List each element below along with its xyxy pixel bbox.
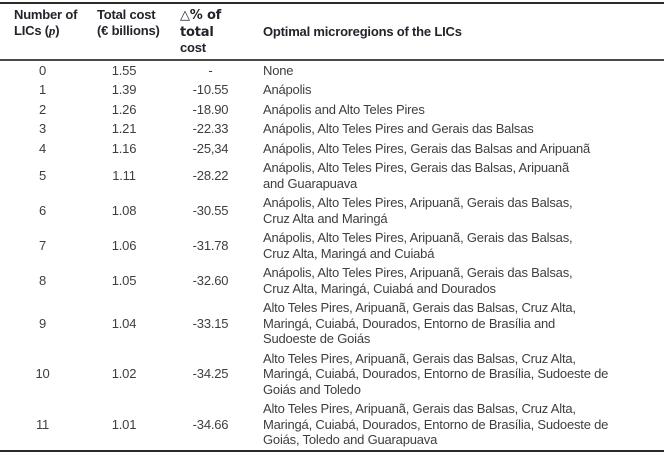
- header-total-cost-line2: (€ billions): [97, 22, 160, 38]
- header-number-of-lics-line2-pre: LICs (: [14, 22, 49, 38]
- cell-delta-pct: -28.22: [192, 167, 229, 183]
- cell-regions: Anápolis, Alto Teles Pires, Aripuanã, Ge…: [263, 230, 573, 261]
- cell-delta-pct: -34.25: [192, 366, 229, 381]
- cell-num-lics: 6: [38, 202, 47, 218]
- cell-total-cost: 1.01: [111, 416, 137, 432]
- header-number-of-lics: Number of LICs (p): [0, 3, 85, 60]
- cell-total-cost: 1.16: [111, 140, 137, 156]
- cell-total-cost: 1.02: [111, 366, 137, 381]
- cell-total-cost: 1.08: [111, 202, 137, 218]
- cell-num-lics: 1: [38, 82, 47, 97]
- table-row: 10 1.02 -34.25 Alto Teles Pires, Aripuan…: [0, 349, 664, 400]
- cell-num-lics: 5: [38, 167, 47, 183]
- cell-regions: Anápolis, Alto Teles Pires, Aripuanã, Ge…: [263, 265, 573, 296]
- cell-regions: Anápolis, Alto Teles Pires, Aripuanã, Ge…: [263, 195, 573, 226]
- header-delta-pct-line1: △% of total: [180, 8, 222, 40]
- cell-delta-pct: -: [208, 62, 213, 78]
- header-total-cost: Total cost (€ billions): [85, 3, 163, 60]
- cell-total-cost: 1.21: [111, 121, 137, 136]
- table-row: 4 1.16 -25,34 Anápolis, Alto Teles Pires…: [0, 139, 664, 159]
- cell-total-cost: 1.39: [111, 82, 137, 97]
- header-delta-pct-line2: cost: [180, 40, 206, 55]
- cell-total-cost: 1.04: [111, 315, 137, 331]
- cell-delta-pct: -25,34: [192, 140, 229, 156]
- cell-num-lics: 2: [38, 101, 47, 117]
- table-row: 3 1.21 -22.33 Anápolis, Alto Teles Pires…: [0, 119, 664, 139]
- header-number-of-lics-line2-post: ): [55, 22, 60, 38]
- cell-delta-pct: -22.33: [192, 121, 229, 136]
- header-total-cost-line1: Total cost: [97, 7, 156, 22]
- math-var-p: p: [48, 22, 56, 38]
- cell-num-lics: 0: [38, 62, 47, 78]
- cell-delta-pct: -33.15: [192, 315, 229, 331]
- cell-delta-pct: -34.66: [192, 416, 229, 432]
- table-row: 7 1.06 -31.78 Anápolis, Alto Teles Pires…: [0, 228, 664, 263]
- cell-regions: Alto Teles Pires, Aripuanã, Gerais das B…: [263, 401, 609, 447]
- cell-regions: Alto Teles Pires, Aripuanã, Gerais das B…: [263, 300, 576, 346]
- cell-regions: Anápolis: [263, 82, 312, 97]
- table-body: 0 1.55 - None 1 1.39 -10.55 Anápolis 2 1…: [0, 60, 664, 451]
- cell-delta-pct: -10.55: [192, 82, 229, 97]
- cell-regions: Anápolis, Alto Teles Pires, Gerais das B…: [263, 160, 569, 191]
- cell-num-lics: 10: [35, 366, 50, 381]
- cell-delta-pct: -32.60: [192, 272, 229, 288]
- cell-delta-pct: -31.78: [192, 237, 229, 253]
- cell-num-lics: 9: [38, 315, 47, 331]
- cell-num-lics: 8: [38, 272, 47, 288]
- table-header: Number of LICs (p) Total cost (€ billion…: [0, 3, 664, 60]
- cell-regions: Anápolis and Alto Teles Pires: [263, 101, 425, 117]
- cell-delta-pct: -18.90: [192, 101, 229, 117]
- cell-regions: Anápolis, Alto Teles Pires and Gerais da…: [263, 121, 534, 136]
- cell-regions: Anápolis, Alto Teles Pires, Gerais das B…: [263, 140, 591, 156]
- cell-num-lics: 3: [38, 121, 47, 136]
- table-row: 9 1.04 -33.15 Alto Teles Pires, Aripuanã…: [0, 298, 664, 349]
- header-number-of-lics-line1: Number of: [14, 7, 78, 22]
- cell-delta-pct: -30.55: [192, 202, 229, 218]
- table-row: 2 1.26 -18.90 Anápolis and Alto Teles Pi…: [0, 100, 664, 120]
- cell-regions: None: [263, 62, 294, 78]
- table-row: 0 1.55 - None: [0, 60, 664, 81]
- table-row: 6 1.08 -30.55 Anápolis, Alto Teles Pires…: [0, 193, 664, 228]
- table-row: 8 1.05 -32.60 Anápolis, Alto Teles Pires…: [0, 263, 664, 298]
- table-row: 5 1.11 -28.22 Anápolis, Alto Teles Pires…: [0, 158, 664, 193]
- cell-num-lics: 11: [35, 416, 50, 432]
- cell-num-lics: 4: [38, 140, 47, 156]
- cell-total-cost: 1.26: [111, 101, 137, 117]
- table-row: 11 1.01 -34.66 Alto Teles Pires, Aripuan…: [0, 399, 664, 451]
- header-row: Number of LICs (p) Total cost (€ billion…: [0, 3, 664, 60]
- header-delta-pct: △% of total cost: [163, 3, 258, 60]
- header-optimal-microregions: Optimal microregions of the LICs: [263, 23, 462, 39]
- cell-total-cost: 1.05: [111, 272, 137, 288]
- cell-total-cost: 1.06: [111, 237, 137, 253]
- cell-total-cost: 1.55: [111, 62, 137, 78]
- cell-regions: Alto Teles Pires, Aripuanã, Gerais das B…: [263, 350, 609, 397]
- cell-num-lics: 7: [38, 237, 47, 253]
- table-row: 1 1.39 -10.55 Anápolis: [0, 80, 664, 100]
- cell-total-cost: 1.11: [112, 167, 136, 183]
